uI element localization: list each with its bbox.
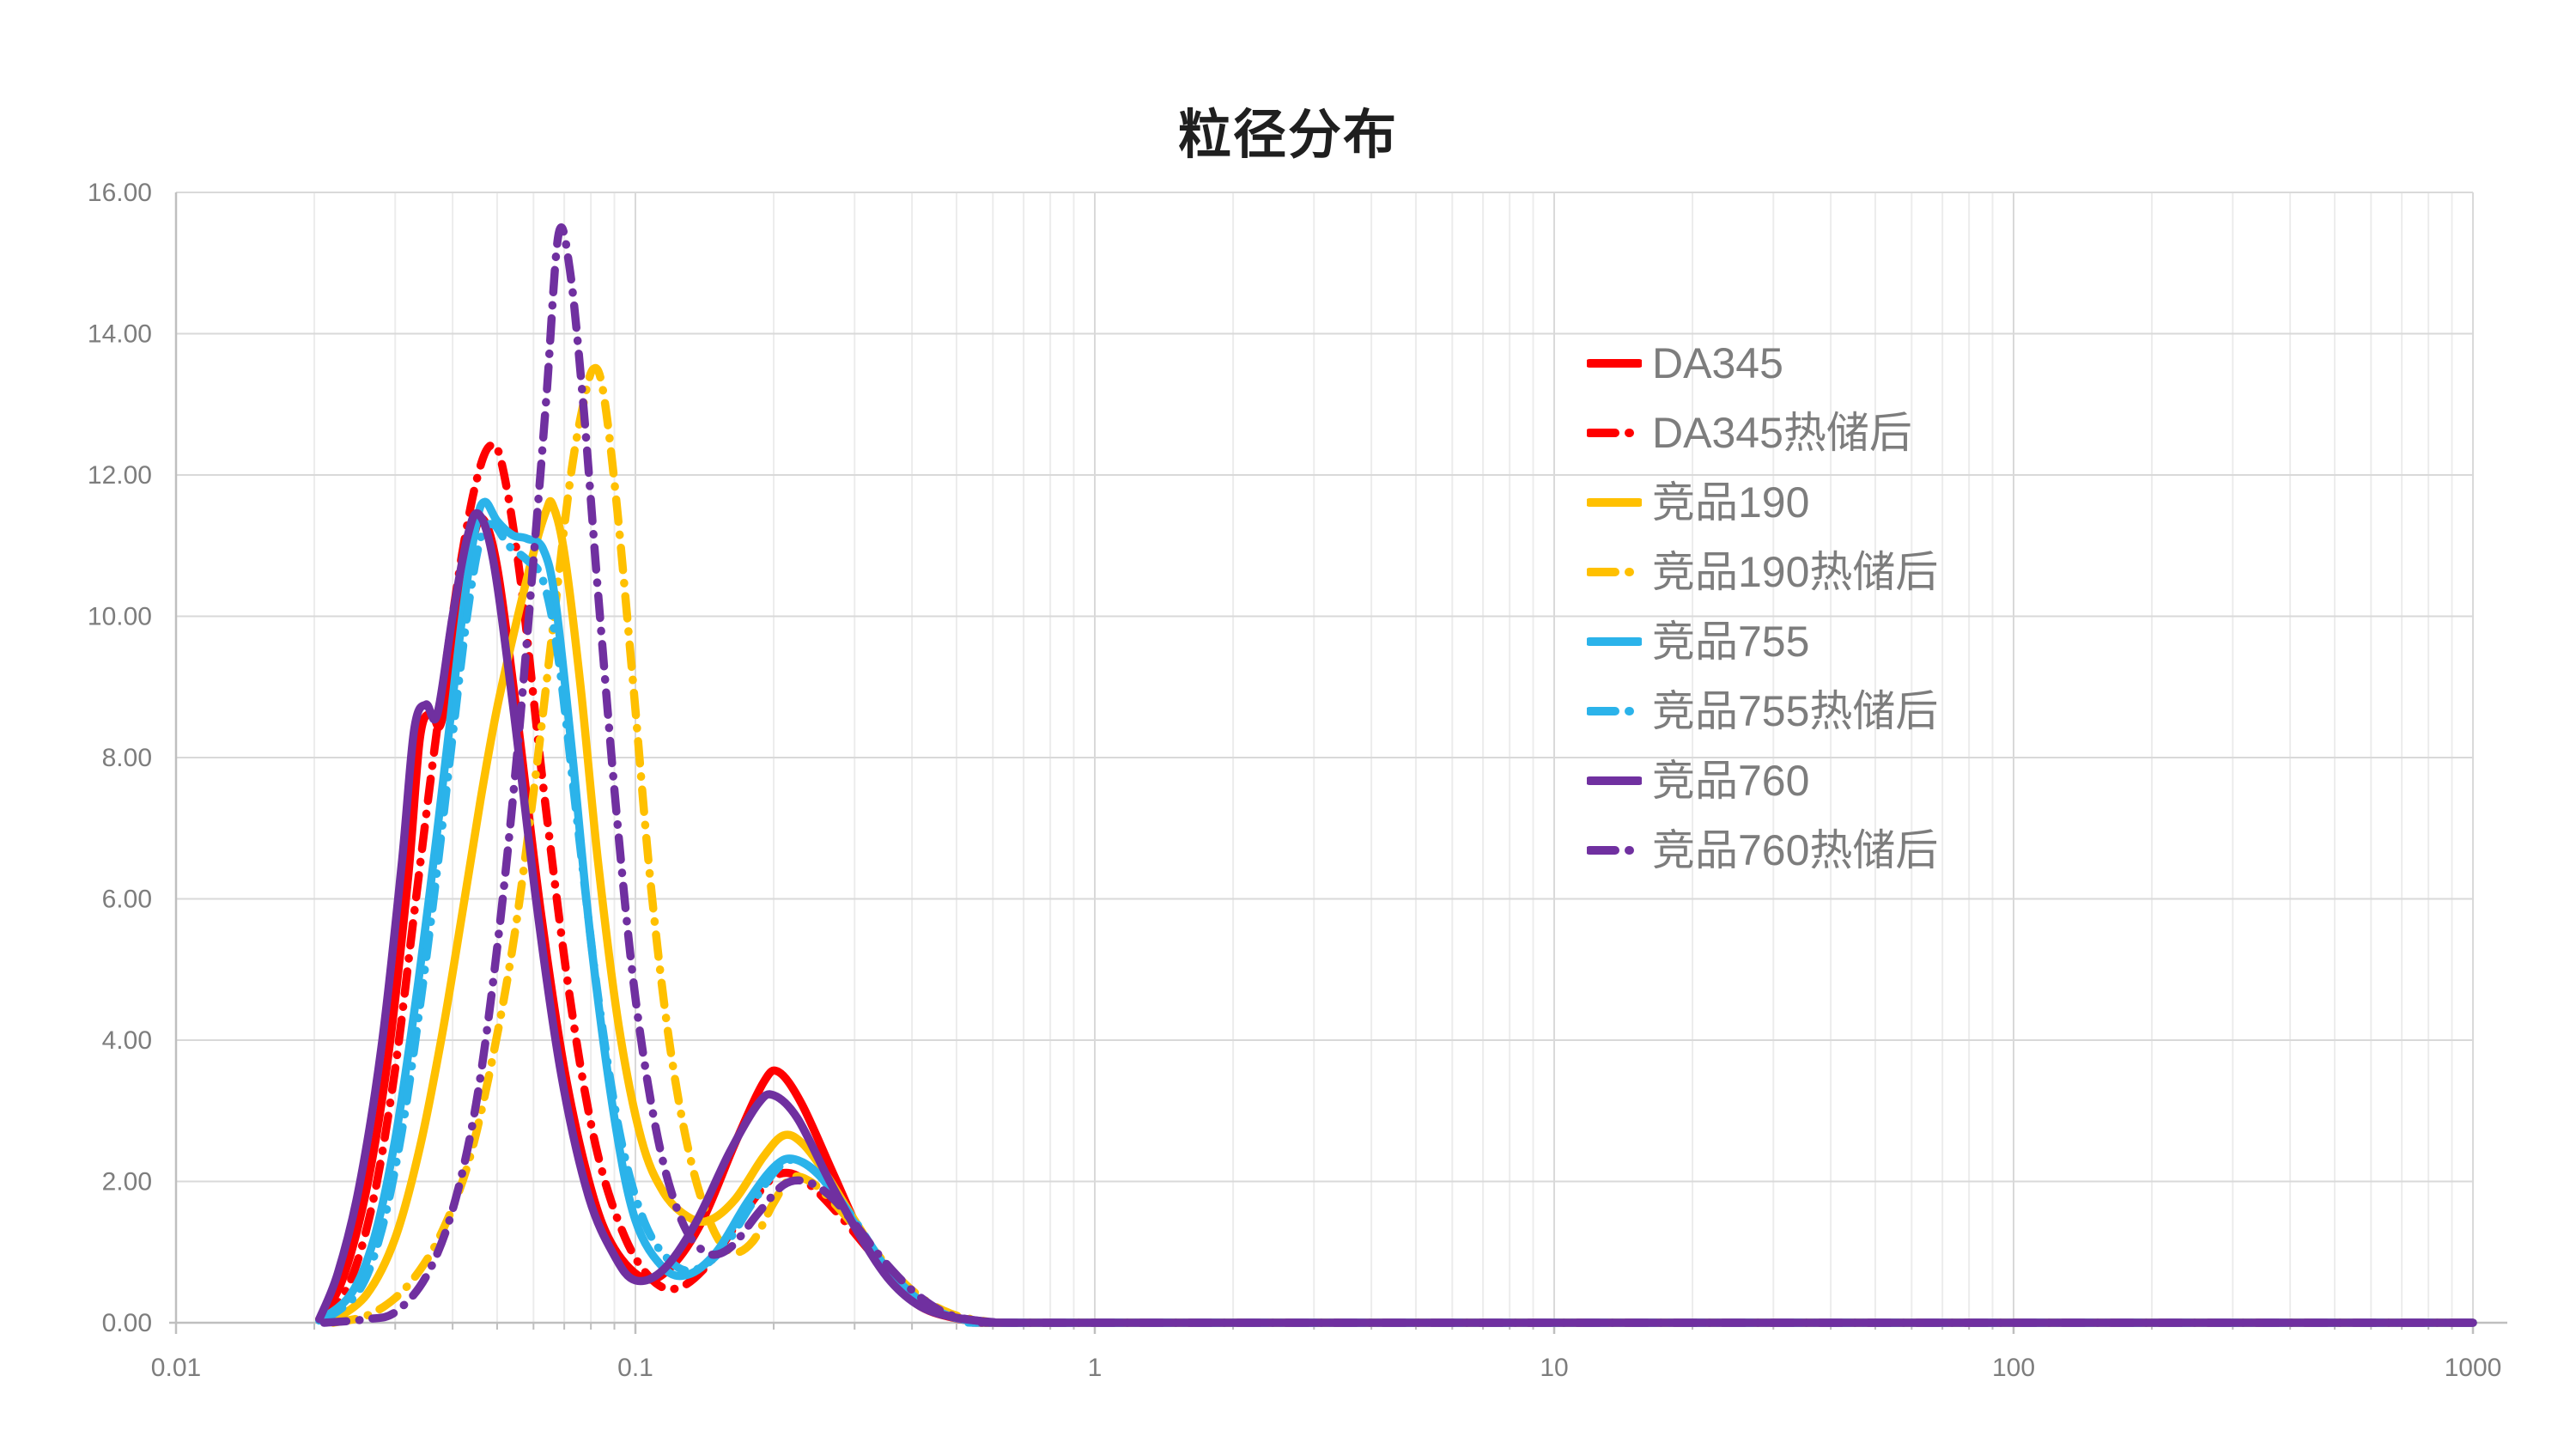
- legend-item-竞品755热储后: 竞品755热储后: [1587, 676, 1938, 746]
- legend-marker-solid-icon: [1587, 636, 1642, 646]
- y-tick-label: 2.00: [102, 1168, 152, 1196]
- y-tick-label: 14.00: [88, 320, 152, 349]
- legend-item-DA345热储后: DA345热储后: [1587, 398, 1938, 467]
- legend-label: 竞品190热储后: [1652, 547, 1939, 596]
- legend-marker-solid-icon: [1587, 497, 1642, 507]
- series-lines: [315, 223, 2477, 1327]
- legend-item-竞品755: 竞品755: [1587, 606, 1938, 676]
- legend-label: 竞品760热储后: [1652, 825, 1939, 874]
- legend-marker-dash-dot-icon: [1587, 567, 1642, 576]
- legend-label: 竞品190: [1652, 478, 1810, 527]
- x-tick-label: 0.1: [617, 1354, 653, 1382]
- legend-label: 竞品755热储后: [1652, 686, 1939, 735]
- tick-labels: 0.00 2.00 4.00 6.00 8.00 10.00 12.00 14.00 16.00…: [88, 179, 2501, 1382]
- x-tick-label: 10: [1540, 1354, 1568, 1382]
- y-tick-label: 8.00: [102, 744, 152, 772]
- x-tick-label: 1: [1088, 1354, 1103, 1382]
- y-tick-label: 16.00: [88, 179, 152, 207]
- legend-label: DA345: [1652, 338, 1783, 387]
- legend-item-竞品760: 竞品760: [1587, 746, 1938, 815]
- series-line-竞品760: [315, 508, 2477, 1327]
- x-tick-label: 0.01: [151, 1354, 201, 1382]
- legend: DA345 DA345热储后 竞品190 竞品190热储后 竞品755 竞品755热储后竞…: [1587, 328, 1938, 885]
- legend-marker-solid-icon: [1587, 358, 1642, 368]
- legend-item-竞品760热储后: 竞品760热储后: [1587, 815, 1938, 885]
- x-tick-label: 1000: [2445, 1354, 2502, 1382]
- legend-item-竞品190热储后: 竞品190热储后: [1587, 537, 1938, 606]
- legend-label: 竞品755: [1652, 617, 1810, 666]
- y-tick-label: 0.00: [102, 1309, 152, 1337]
- x-tick-label: 100: [1992, 1354, 2035, 1382]
- legend-marker-dash-dot-icon: [1587, 706, 1642, 715]
- series-line-竞品755热储后: [319, 520, 2477, 1327]
- series-line-DA345热储后: [319, 440, 2477, 1327]
- legend-item-DA345: DA345: [1587, 328, 1938, 398]
- legend-item-竞品190: 竞品190: [1587, 467, 1938, 537]
- legend-marker-solid-icon: [1587, 776, 1642, 785]
- y-tick-label: 6.00: [102, 886, 152, 914]
- legend-label: DA345热储后: [1652, 408, 1912, 457]
- series-line-竞品760热储后: [319, 223, 2477, 1327]
- chart-title: 粒径分布: [1177, 106, 1398, 165]
- legend-label: 竞品760: [1652, 756, 1810, 805]
- y-tick-label: 4.00: [102, 1026, 152, 1055]
- series-line-DA345: [315, 514, 2477, 1327]
- legend-marker-dash-dot-icon: [1587, 845, 1642, 855]
- y-tick-label: 10.00: [88, 603, 152, 631]
- legend-marker-dash-dot-icon: [1587, 428, 1642, 437]
- series-line-竞品755: [315, 497, 2477, 1327]
- y-tick-label: 12.00: [88, 461, 152, 490]
